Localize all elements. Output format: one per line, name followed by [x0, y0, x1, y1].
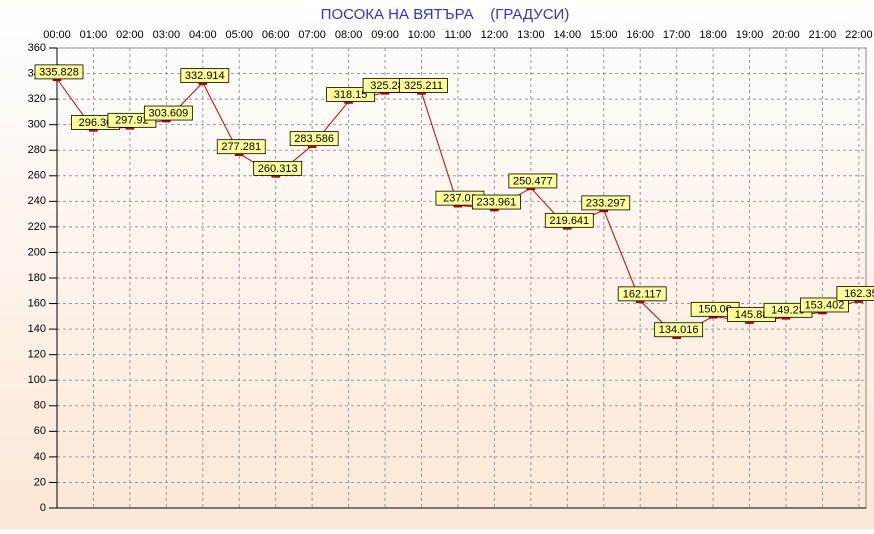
x-tick-label: 06:00	[262, 29, 290, 41]
data-label: 250.477	[513, 175, 553, 187]
data-label: 303.609	[148, 107, 188, 119]
x-tick-label: 07:00	[298, 29, 326, 41]
x-tick-label: 08:00	[335, 29, 363, 41]
x-tick-label: 02:00	[116, 29, 144, 41]
data-label: 325.211	[404, 80, 443, 92]
y-tick-label: 140	[28, 323, 46, 335]
label-box	[399, 78, 448, 93]
x-tick-label: 12:00	[481, 29, 509, 41]
data-label: 145.88	[735, 309, 769, 321]
x-tick-label: 18:00	[699, 29, 727, 41]
data-label: 332.914	[185, 70, 225, 82]
y-tick-label: 240	[28, 195, 46, 207]
y-tick-label: 320	[28, 93, 46, 105]
label-box	[508, 173, 558, 189]
x-tick-label: 01:00	[80, 29, 108, 41]
data-label: 233.297	[586, 197, 626, 209]
label-box	[289, 131, 339, 147]
label-box	[143, 105, 193, 121]
data-label: 219.641	[549, 215, 589, 227]
label-box	[654, 322, 704, 338]
data-label: 149.23	[771, 305, 805, 317]
label-box	[836, 286, 874, 301]
x-tick-label: 16:00	[626, 29, 654, 41]
data-label: 153.402	[805, 299, 845, 311]
x-tick-label: 14:00	[554, 29, 582, 41]
y-tick-label: 80	[34, 400, 46, 412]
x-tick-label: 17:00	[663, 29, 691, 41]
y-tick-label: 260	[28, 170, 46, 182]
x-tick-label: 15:00	[590, 29, 618, 41]
label-box	[180, 68, 230, 84]
data-label: 260.313	[258, 163, 298, 175]
y-tick-label: 180	[28, 272, 46, 284]
data-label: 277.281	[221, 141, 261, 153]
y-tick-label: 280	[28, 144, 46, 156]
y-tick-label: 40	[34, 451, 46, 463]
label-box	[216, 139, 266, 155]
y-tick-label: 300	[28, 119, 46, 131]
y-tick-label: 60	[34, 425, 46, 437]
data-label: 237.01	[443, 193, 477, 205]
data-label: 233.961	[477, 196, 517, 208]
chart-title: ПОСОКА НА ВЯТЪРА (ГРАДУСИ)	[321, 6, 570, 23]
data-label: 335.828	[39, 66, 79, 78]
y-tick-label: 360	[28, 42, 46, 54]
label-box	[800, 297, 849, 313]
x-tick-label: 09:00	[371, 29, 399, 41]
y-tick-label: 100	[28, 374, 46, 386]
y-tick-label: 120	[28, 349, 46, 361]
data-label: 162.35	[844, 288, 874, 300]
data-label: 134.016	[659, 324, 699, 336]
x-tick-label: 20:00	[772, 29, 800, 41]
x-tick-label: 22:00	[845, 29, 873, 41]
label-box	[544, 212, 594, 228]
y-tick-label: 0	[40, 502, 46, 514]
label-box	[471, 194, 521, 210]
data-label: 318.15	[334, 89, 368, 101]
x-tick-label: 21:00	[809, 29, 837, 41]
x-tick-label: 00:00	[43, 29, 71, 41]
data-label: 325.28	[370, 80, 404, 92]
x-tick-label: 10:00	[408, 29, 436, 41]
data-label: 283.586	[294, 133, 334, 145]
data-label: 297.92	[115, 115, 149, 127]
label-box	[326, 87, 376, 102]
x-tick-label: 11:00	[445, 29, 472, 41]
x-tick-label: 04:00	[189, 29, 217, 41]
data-label: 296.30	[79, 117, 113, 129]
x-tick-label: 13:00	[517, 29, 545, 41]
x-tick-label: 03:00	[153, 29, 181, 41]
label-box	[581, 195, 631, 211]
x-tick-label: 19:00	[736, 29, 764, 41]
label-box	[253, 160, 303, 176]
y-tick-label: 220	[28, 221, 46, 233]
label-box	[34, 64, 84, 80]
data-label: 150.00	[698, 304, 732, 316]
y-tick-label: 200	[28, 246, 46, 258]
y-tick-label: 20	[34, 476, 46, 488]
y-tick-label: 160	[28, 297, 46, 309]
x-tick-label: 05:00	[225, 29, 253, 41]
label-box	[617, 286, 667, 302]
data-label: 162.117	[623, 288, 662, 300]
